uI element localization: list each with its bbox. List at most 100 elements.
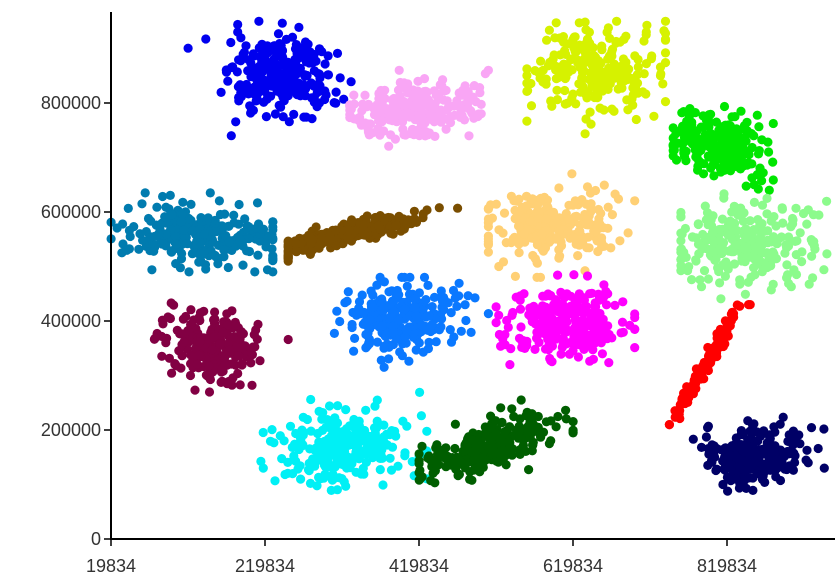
data-point <box>764 432 775 442</box>
data-point <box>659 26 669 36</box>
data-point <box>519 229 529 239</box>
data-point <box>554 183 564 193</box>
data-point <box>775 419 785 429</box>
data-point <box>290 54 300 65</box>
data-point <box>349 346 359 356</box>
data-point <box>595 103 605 113</box>
data-point <box>411 345 421 355</box>
data-point <box>305 444 315 454</box>
data-point <box>166 298 176 308</box>
y-tick-label: 200000 <box>41 420 101 440</box>
data-point <box>668 151 678 161</box>
data-point <box>739 121 750 131</box>
data-point <box>574 79 584 89</box>
data-point <box>542 214 552 224</box>
data-point <box>405 112 415 122</box>
data-point <box>491 416 501 426</box>
data-point <box>389 327 399 338</box>
data-point <box>725 459 735 469</box>
data-point <box>194 350 204 360</box>
data-point <box>791 250 801 260</box>
data-point <box>122 245 132 255</box>
data-point <box>186 350 196 360</box>
data-point <box>712 464 722 474</box>
data-point <box>268 267 278 277</box>
data-point <box>551 218 562 228</box>
data-point <box>354 297 365 307</box>
data-point <box>721 327 731 337</box>
data-point <box>819 463 829 473</box>
data-point <box>554 318 564 328</box>
data-point <box>514 194 524 204</box>
data-point <box>552 85 562 95</box>
data-point <box>483 65 493 75</box>
data-point <box>768 157 778 167</box>
data-point <box>676 236 686 246</box>
data-point <box>233 27 243 37</box>
data-point <box>393 461 403 471</box>
data-point <box>223 76 233 86</box>
data-point <box>545 337 555 347</box>
data-point <box>745 216 755 226</box>
data-point <box>246 58 256 68</box>
data-point <box>589 63 599 73</box>
data-point <box>732 300 742 310</box>
data-point <box>573 352 584 362</box>
data-point <box>736 106 746 116</box>
series-7 <box>676 189 832 304</box>
data-point <box>731 240 741 250</box>
data-point <box>778 218 788 228</box>
data-point <box>570 46 580 56</box>
data-point <box>260 46 270 56</box>
data-point <box>270 476 280 486</box>
data-point <box>766 285 776 295</box>
data-point <box>822 196 832 206</box>
data-point <box>546 356 556 366</box>
data-point <box>758 448 769 458</box>
data-point <box>246 108 256 118</box>
data-point <box>588 345 598 355</box>
data-point <box>582 182 593 192</box>
data-point <box>266 66 276 76</box>
data-point <box>350 333 360 343</box>
data-point <box>728 309 739 319</box>
data-point <box>421 295 431 305</box>
data-point <box>326 485 336 495</box>
data-point <box>522 70 532 81</box>
data-point <box>445 325 455 335</box>
data-point <box>347 215 357 225</box>
data-point <box>618 54 629 64</box>
data-point <box>748 441 758 451</box>
data-point <box>486 441 496 451</box>
data-point <box>802 445 812 455</box>
data-point <box>807 237 818 247</box>
data-point <box>794 430 804 440</box>
data-point <box>417 441 427 451</box>
data-point <box>590 54 601 65</box>
data-point <box>389 306 399 316</box>
data-point <box>779 451 789 462</box>
data-point <box>560 85 570 96</box>
data-point <box>552 233 562 243</box>
data-point <box>771 472 781 482</box>
data-point <box>456 326 466 336</box>
data-point <box>325 231 335 241</box>
series-2 <box>522 16 671 139</box>
data-point <box>742 160 752 170</box>
data-point <box>751 254 762 264</box>
data-point <box>630 196 640 206</box>
data-point <box>568 346 578 356</box>
data-point <box>727 441 737 451</box>
data-point <box>268 225 278 235</box>
data-point <box>725 121 735 131</box>
data-point <box>332 48 343 59</box>
data-point <box>215 339 225 349</box>
data-point <box>756 431 766 441</box>
data-point <box>397 351 407 361</box>
data-point <box>365 119 376 129</box>
data-point <box>561 339 572 349</box>
data-point <box>562 289 572 299</box>
data-point <box>302 70 312 81</box>
data-point <box>460 440 470 450</box>
data-point <box>749 197 760 207</box>
